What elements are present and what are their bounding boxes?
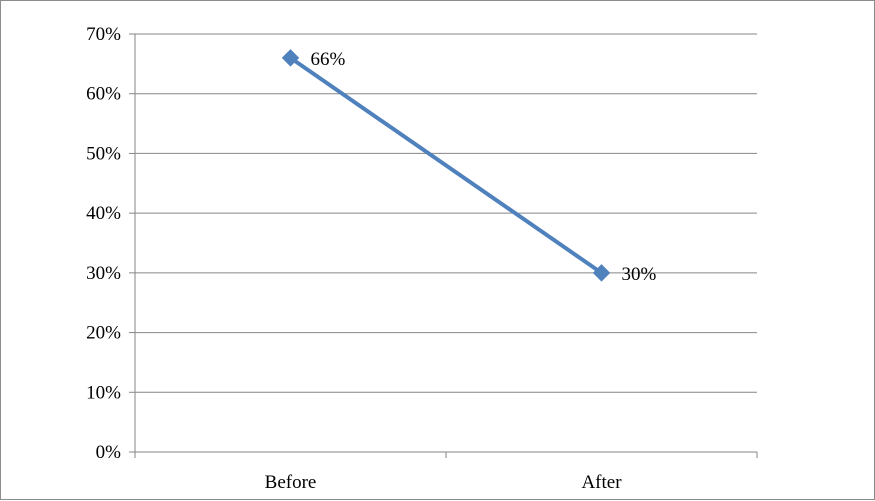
y-tick-label: 10% [86,382,121,403]
axes [129,33,758,458]
y-tick-labels: 0% 10% 20% 30% 40% 50% 60% 70% [86,24,121,463]
y-tick-label: 70% [86,24,121,45]
data-label: 66% [311,49,346,70]
series-line [288,55,604,275]
data-label: 30% [622,264,657,285]
y-tick-label: 0% [96,442,122,463]
x-tick-label: After [581,472,622,493]
y-tick-label: 60% [86,84,121,105]
series [281,49,611,282]
x-tick-labels: Before After [265,472,623,493]
y-tick-label: 40% [86,203,121,224]
y-tick-label: 30% [86,263,121,284]
y-tick-label: 20% [86,323,121,344]
data-labels: 66% 30% [311,49,657,285]
data-point-marker [592,264,611,282]
gridlines [135,33,757,393]
data-point-marker [281,49,300,67]
x-tick-label: Before [265,472,317,493]
y-tick-label: 50% [86,143,121,164]
